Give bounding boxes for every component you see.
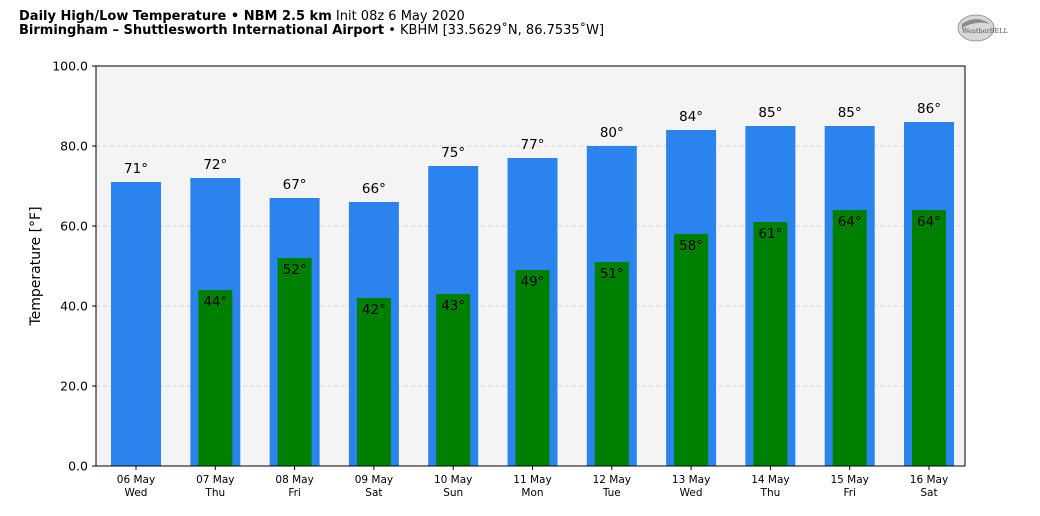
low-temp-bar xyxy=(515,270,550,466)
init-time: Init 08z 6 May 2020 xyxy=(335,9,465,24)
high-temp-label: 86° xyxy=(917,101,941,117)
low-temp-label: 52° xyxy=(283,262,307,278)
x-tick-date: 12 May xyxy=(593,474,631,486)
low-temp-label: 43° xyxy=(441,298,465,314)
weatherbell-logo: WeatherBELL xyxy=(957,14,1008,42)
chart-title: Daily High/Low Temperature • NBM 2.5 km xyxy=(19,9,332,24)
low-temp-bar xyxy=(356,298,391,466)
high-temp-label: 85° xyxy=(838,105,862,121)
x-tick-date: 13 May xyxy=(672,474,710,486)
low-temp-bar xyxy=(198,290,233,466)
chart-title-line: Daily High/Low Temperature • NBM 2.5 km … xyxy=(19,9,465,24)
logo-text: WeatherBELL xyxy=(962,27,1008,35)
low-temp-bar xyxy=(674,234,709,466)
low-temp-label: 64° xyxy=(838,214,862,230)
high-temp-label: 75° xyxy=(441,145,465,161)
plot-frame xyxy=(95,65,966,467)
high-temp-label: 84° xyxy=(679,109,703,125)
low-temp-label: 58° xyxy=(679,238,703,254)
low-temp-bar xyxy=(594,262,629,466)
low-temp-bar xyxy=(832,210,867,466)
x-tick-weekday: Thu xyxy=(760,487,781,499)
y-tick-label: 100.0 xyxy=(52,59,88,74)
low-temp-label: 44° xyxy=(203,294,227,310)
low-temp-label: 49° xyxy=(521,274,545,290)
x-tick-weekday: Wed xyxy=(680,487,703,499)
low-temp-bar xyxy=(912,210,946,466)
x-tick-weekday: Fri xyxy=(288,487,301,499)
low-temp-label: 61° xyxy=(758,226,782,242)
station-info: • KBHM [33.5629˚N, 86.7535˚W] xyxy=(388,23,605,38)
y-tick-label: 40.0 xyxy=(60,299,88,314)
low-temp-label: 51° xyxy=(600,266,624,282)
x-tick-date: 14 May xyxy=(751,474,789,486)
x-tick-weekday: Sat xyxy=(920,487,937,499)
y-tick-label: 80.0 xyxy=(60,139,88,154)
logo-swirl-stroke-icon xyxy=(962,19,990,28)
x-tick-weekday: Sat xyxy=(365,487,382,499)
x-tick-date: 08 May xyxy=(275,474,313,486)
high-temp-label: 66° xyxy=(362,181,386,197)
y-tick-label: 60.0 xyxy=(60,219,88,234)
x-tick-date: 10 May xyxy=(434,474,472,486)
y-axis-label: Temperature [°F] xyxy=(28,206,44,326)
x-tick-date: 15 May xyxy=(830,474,868,486)
high-temp-bar xyxy=(111,182,161,466)
high-temp-label: 77° xyxy=(521,137,545,153)
low-temp-label: 64° xyxy=(917,214,941,230)
x-tick-weekday: Thu xyxy=(204,487,225,499)
x-tick-date: 09 May xyxy=(355,474,393,486)
y-tick-label: 20.0 xyxy=(60,379,88,394)
location-name: Birmingham – Shuttlesworth International… xyxy=(19,23,385,38)
low-temp-bar xyxy=(753,222,788,466)
x-tick-weekday: Wed xyxy=(125,487,148,499)
x-tick-date: 07 May xyxy=(196,474,234,486)
x-tick-date: 06 May xyxy=(117,474,155,486)
low-temp-bar xyxy=(277,258,312,466)
x-tick-date: 16 May xyxy=(910,474,948,486)
low-temp-bar xyxy=(436,294,471,466)
x-tick-date: 11 May xyxy=(513,474,551,486)
x-tick-weekday: Fri xyxy=(843,487,856,499)
location-line: Birmingham – Shuttlesworth International… xyxy=(19,23,604,38)
x-tick-weekday: Tue xyxy=(602,487,621,499)
high-temp-label: 80° xyxy=(600,125,624,141)
low-temp-label: 42° xyxy=(362,302,386,318)
y-tick-label: 0.0 xyxy=(68,459,88,474)
high-temp-label: 67° xyxy=(283,177,307,193)
high-temp-label: 72° xyxy=(203,157,227,173)
x-tick-weekday: Mon xyxy=(521,487,543,499)
x-tick-weekday: Sun xyxy=(443,487,463,499)
high-temp-label: 85° xyxy=(758,105,782,121)
high-temp-label: 71° xyxy=(124,161,148,177)
